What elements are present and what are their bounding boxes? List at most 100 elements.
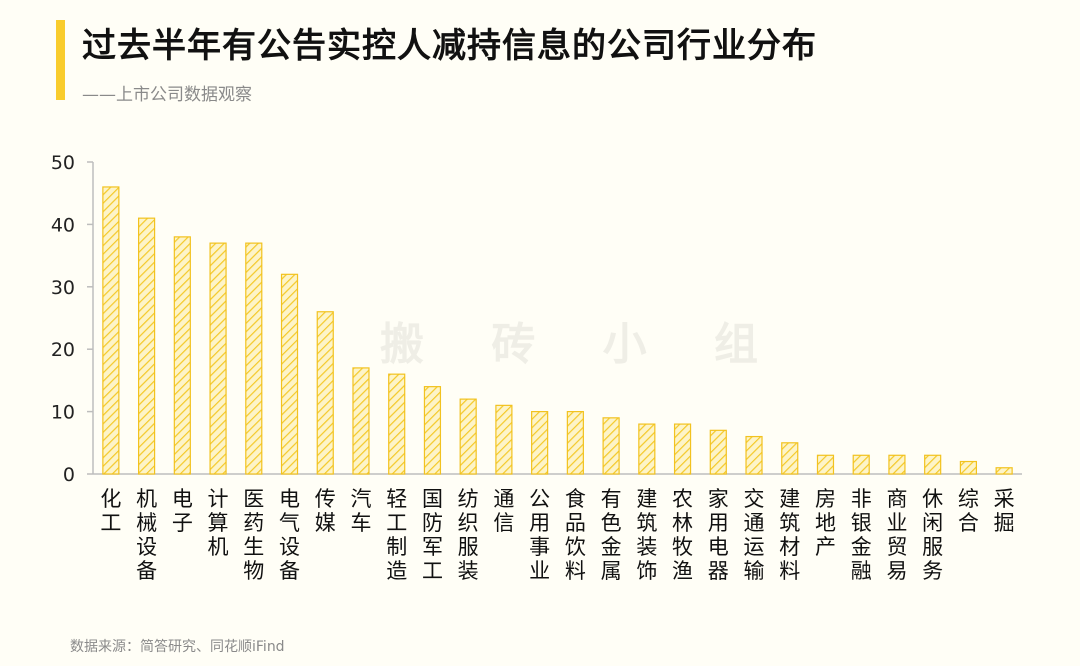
category-label-char: 牧	[672, 535, 693, 559]
bar-18	[745, 435, 763, 475]
category-label-24: 综合	[958, 487, 979, 535]
bar-13	[566, 411, 584, 475]
category-label-char: 采	[994, 487, 1015, 511]
category-label-char: 贸	[886, 535, 907, 559]
category-label-char: 交	[744, 487, 765, 511]
category-label-char: 色	[601, 511, 622, 535]
chart-bars	[102, 186, 1013, 475]
category-label-char: 渔	[672, 559, 693, 583]
category-label-char: 国	[422, 487, 443, 511]
category-label-char: 汽	[350, 487, 371, 511]
category-label-char: 饮	[565, 535, 586, 559]
category-label-char: 信	[493, 511, 514, 535]
category-label-char: 料	[565, 559, 586, 583]
category-label-char: 合	[958, 511, 979, 535]
category-label-char: 商	[886, 487, 907, 511]
category-label-char: 电	[708, 535, 729, 559]
y-tick-label: 0	[63, 464, 75, 486]
bar-23	[924, 454, 942, 475]
bar-9	[423, 386, 442, 475]
category-label-char: 传	[315, 487, 336, 511]
category-label-char: 计	[208, 487, 229, 511]
bar-11	[495, 404, 513, 475]
category-label-char: 造	[386, 559, 407, 583]
y-tick-label: 40	[51, 214, 75, 236]
category-label-char: 设	[279, 535, 300, 559]
category-label-char: 算	[208, 511, 229, 535]
bar-25	[995, 467, 1013, 475]
category-label-char: 电	[279, 487, 300, 511]
category-label-char: 品	[565, 511, 586, 535]
category-label-char: 材	[779, 535, 800, 559]
category-label-char: 子	[172, 511, 193, 535]
category-label-char: 金	[851, 535, 872, 559]
bar-7	[352, 367, 370, 475]
category-label-char: 工	[422, 559, 443, 583]
category-label-char: 用	[529, 511, 550, 535]
category-label-char: 银	[851, 511, 872, 535]
category-label-char: 医	[243, 487, 264, 511]
y-tick-label: 30	[51, 277, 75, 299]
title-accent-bar	[56, 20, 65, 100]
category-label-char: 农	[672, 487, 693, 511]
category-label-char: 公	[529, 487, 550, 511]
category-label-char: 休	[922, 487, 943, 511]
y-tick-label: 10	[51, 402, 75, 424]
category-label-char: 饰	[636, 559, 657, 583]
category-label-char: 设	[136, 535, 157, 559]
category-label-char: 地	[815, 511, 836, 535]
bar-8	[388, 373, 406, 475]
watermark: 搬 砖 小 组	[380, 319, 784, 370]
category-label-char: 机	[208, 535, 229, 559]
bar-5	[280, 273, 299, 475]
category-label-char: 物	[243, 559, 264, 583]
category-label-char: 料	[779, 559, 800, 583]
category-label-char: 车	[350, 511, 371, 535]
bar-12	[531, 411, 549, 475]
data-source: 数据来源：简答研究、同花顺iFind	[70, 639, 285, 655]
category-label-char: 运	[744, 535, 765, 559]
bar-14	[602, 417, 620, 475]
category-label-7: 汽车	[350, 487, 371, 535]
bar-3	[209, 242, 227, 475]
category-label-char: 融	[851, 559, 872, 583]
category-label-char: 工	[100, 511, 121, 535]
category-label-char: 生	[243, 535, 264, 559]
bar-17	[709, 429, 727, 475]
category-label-char: 制	[386, 535, 407, 559]
category-label-3: 计算机	[208, 487, 229, 559]
category-label-20: 房地产	[815, 487, 836, 559]
bar-10	[459, 398, 477, 475]
category-label-char: 电	[172, 487, 193, 511]
category-label-char: 化	[100, 487, 121, 511]
category-label-char: 筑	[779, 511, 800, 535]
category-label-char: 掘	[994, 511, 1015, 535]
category-label-char: 工	[386, 511, 407, 535]
y-tick-label: 50	[51, 152, 75, 174]
bar-0	[102, 186, 120, 475]
category-label-char: 产	[815, 535, 836, 559]
category-label-25: 采掘	[994, 487, 1015, 535]
category-label-6: 传媒	[315, 487, 336, 535]
category-label-char: 纺	[458, 487, 479, 511]
bar-4	[245, 242, 263, 475]
category-label-char: 非	[851, 487, 872, 511]
bar-15	[638, 423, 656, 475]
category-label-char: 服	[922, 535, 943, 559]
category-label-char: 筑	[636, 511, 657, 535]
category-label-char: 器	[708, 559, 729, 583]
bar-1	[137, 217, 156, 475]
category-label-char: 房	[815, 487, 836, 511]
category-label-char: 备	[136, 559, 157, 583]
